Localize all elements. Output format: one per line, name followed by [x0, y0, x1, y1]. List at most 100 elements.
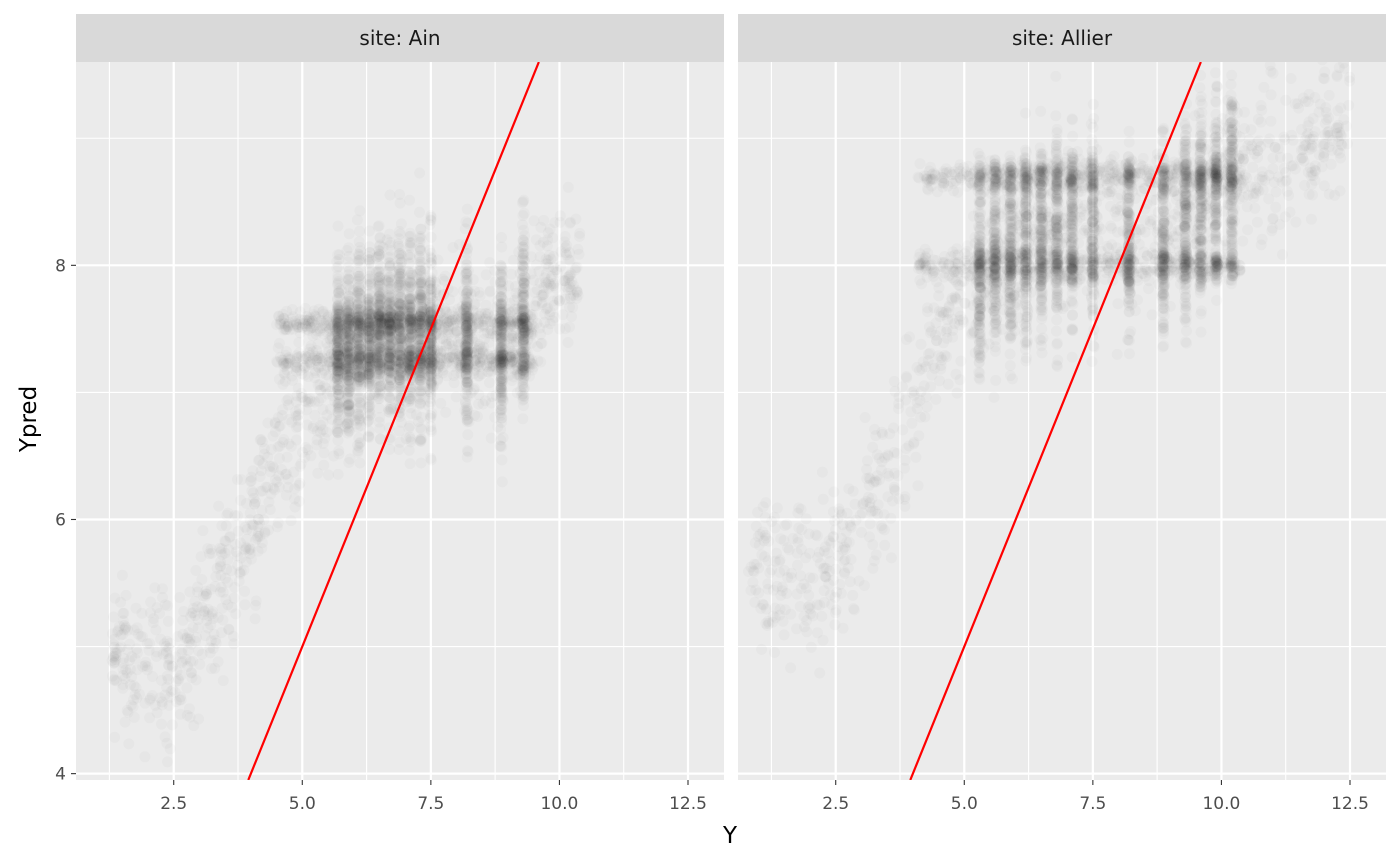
data-point: [414, 294, 425, 305]
data-point: [198, 605, 209, 616]
data-point: [535, 240, 546, 251]
data-point: [463, 325, 474, 336]
data-point: [206, 548, 217, 559]
data-point: [426, 248, 437, 259]
data-point: [196, 551, 207, 562]
data-point: [250, 496, 261, 507]
data-point: [162, 756, 173, 767]
x-tick-label: 10.0: [540, 794, 578, 814]
data-point: [394, 437, 405, 448]
data-point: [446, 315, 457, 326]
data-point: [117, 570, 128, 581]
data-point: [319, 447, 330, 458]
data-point: [343, 390, 354, 401]
data-point: [414, 233, 425, 244]
data-point: [171, 676, 182, 687]
data-point: [461, 288, 472, 299]
data-point: [343, 242, 354, 253]
data-point: [414, 372, 425, 383]
data-point: [425, 386, 436, 397]
identity-line: [247, 62, 540, 780]
data-point: [293, 480, 304, 491]
data-point: [210, 581, 221, 592]
data-point: [107, 671, 118, 682]
data-point: [363, 274, 374, 285]
data-point: [218, 675, 229, 686]
data-point: [167, 719, 178, 730]
panel-background: [738, 62, 1386, 780]
data-point: [247, 465, 258, 476]
data-point: [462, 413, 473, 424]
panel-background: [76, 62, 724, 780]
x-tick-label: 2.5: [160, 794, 187, 814]
data-point: [319, 433, 330, 444]
facet-strip: [76, 14, 724, 62]
data-point: [364, 400, 375, 411]
data-point: [274, 338, 285, 349]
data-point: [404, 276, 415, 287]
data-point: [157, 583, 168, 594]
data-point: [416, 436, 427, 447]
data-point: [373, 391, 384, 402]
data-point: [298, 318, 309, 329]
data-point: [151, 651, 162, 662]
data-point: [313, 352, 324, 363]
data-point: [303, 371, 314, 382]
data-point: [271, 319, 282, 330]
data-point: [342, 422, 353, 433]
data-point: [485, 361, 496, 372]
data-point: [233, 526, 244, 537]
data-point: [354, 205, 365, 216]
data-point: [437, 274, 448, 285]
data-point: [425, 306, 436, 317]
data-point: [496, 316, 507, 327]
data-point: [496, 242, 507, 253]
data-point: [564, 218, 575, 229]
data-point: [425, 421, 436, 432]
data-point: [518, 250, 529, 261]
data-point: [462, 204, 473, 215]
data-point: [197, 525, 208, 536]
data-point: [394, 425, 405, 436]
data-point: [373, 221, 384, 232]
data-point: [574, 249, 585, 260]
data-point: [256, 543, 267, 554]
data-point: [117, 629, 128, 640]
data-point: [496, 454, 507, 465]
data-point: [222, 577, 233, 588]
data-point: [240, 542, 251, 553]
data-point: [353, 282, 364, 293]
data-point: [331, 318, 342, 329]
data-point: [425, 288, 436, 299]
data-point: [536, 290, 547, 301]
data-point: [497, 276, 508, 287]
data-point: [287, 304, 298, 315]
data-point: [293, 337, 304, 348]
data-point: [181, 682, 192, 693]
data-point: [484, 377, 495, 388]
data-point: [543, 277, 554, 288]
data-point: [415, 261, 426, 272]
data-point: [542, 303, 553, 314]
data-point: [563, 337, 574, 348]
data-point: [518, 210, 529, 221]
data-point: [404, 421, 415, 432]
data-point: [426, 455, 437, 466]
data-point: [309, 305, 320, 316]
data-point: [177, 644, 188, 655]
data-point: [396, 218, 407, 229]
data-point: [425, 410, 436, 421]
data-point: [462, 403, 473, 414]
data-point: [212, 563, 223, 574]
data-point: [405, 231, 416, 242]
data-point: [180, 654, 191, 665]
data-point: [196, 574, 207, 585]
data-point: [461, 216, 472, 227]
data-point: [486, 433, 497, 444]
data-point: [497, 476, 508, 487]
data-point: [535, 222, 546, 233]
data-point: [551, 264, 562, 275]
data-point: [109, 732, 120, 743]
